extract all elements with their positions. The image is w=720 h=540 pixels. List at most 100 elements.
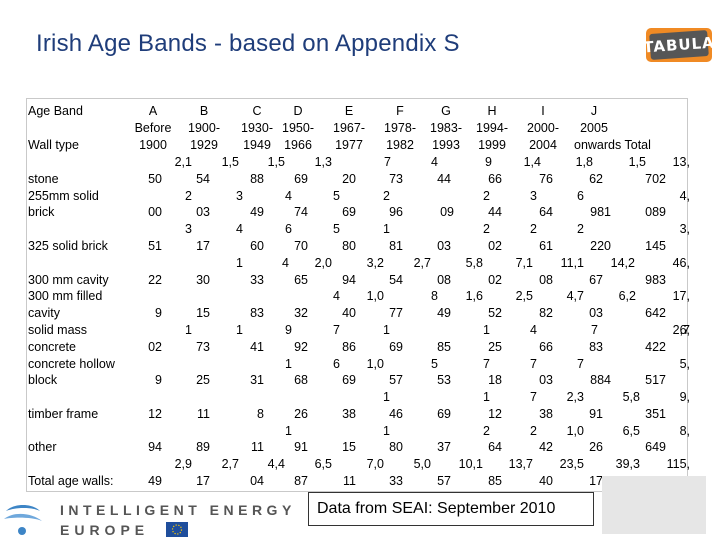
table-cell: 04 (250, 474, 264, 488)
band-letter: G (441, 104, 451, 118)
table-cell: 00 (148, 205, 162, 219)
band-letter: J (590, 104, 598, 118)
table-cell: 8 (257, 407, 264, 421)
row-label: Wall type (28, 138, 79, 152)
table-cell: 60 (250, 239, 264, 253)
table-cell: 14,2 (610, 256, 635, 270)
band-year-start: Before (134, 121, 172, 135)
table-cell: 85 (437, 340, 451, 354)
table-cell: 17 (196, 474, 210, 488)
table-cell: 2 (530, 424, 537, 438)
table-cell: 08 (437, 273, 451, 287)
table-cell: 88 (250, 172, 264, 186)
table-cell: 96 (389, 205, 403, 219)
table-cell: 73 (389, 172, 403, 186)
table-cell: 2,9 (174, 457, 192, 471)
table-cell: 3,2 (366, 256, 384, 270)
table-cell: 73 (196, 340, 210, 354)
table-cell: 91 (589, 407, 603, 421)
table-cell: 38 (342, 407, 356, 421)
table-cell: 2 (483, 189, 490, 203)
row-label: 255mm solid (28, 189, 99, 203)
table-cell: 1,0 (366, 289, 384, 303)
table-cell: 33 (250, 273, 264, 287)
row-label: 325 solid brick (28, 239, 108, 253)
table-cell: 62 (589, 172, 603, 186)
table-cell: 6 (333, 357, 340, 371)
table-cell: 49 (250, 205, 264, 219)
band-letter: H (487, 104, 497, 118)
table-cell: 03 (437, 239, 451, 253)
table-cell: 81 (389, 239, 403, 253)
table-cell: 03 (539, 373, 553, 387)
table-cell: 76 (539, 172, 553, 186)
table-cell: 82 (539, 306, 553, 320)
table-cell: 6 (285, 222, 292, 236)
table-cell: 46, (672, 256, 690, 270)
table-cell: 6,5 (622, 424, 640, 438)
corner-decoration (602, 476, 706, 534)
table-cell: 1 (185, 323, 192, 337)
table-cell: 1 (236, 256, 243, 270)
band-letter: D (293, 104, 303, 118)
table-cell: 49 (437, 306, 451, 320)
table-cell: 7 (530, 357, 537, 371)
table-cell: 03 (196, 205, 210, 219)
table-cell: 6,2 (618, 289, 636, 303)
table-cell: 25 (488, 340, 502, 354)
table-cell: 1,5 (267, 155, 285, 169)
table-cell: 65 (294, 273, 308, 287)
table-cell: 15 (196, 306, 210, 320)
table-cell: 69 (437, 407, 451, 421)
band-year-start: 2000- (527, 121, 559, 135)
table-cell: 69 (342, 205, 356, 219)
table-cell: 57 (437, 474, 451, 488)
table-cell: 2 (577, 222, 584, 236)
table-cell: 94 (342, 273, 356, 287)
table-cell: 2,7 (672, 323, 690, 337)
intelligent-energy-europe-logo: INTELLIGENT ENERGY EUROPE (4, 502, 291, 538)
table-cell: 4 (282, 256, 289, 270)
table-cell: 26 (294, 407, 308, 421)
band-year-start: 1950- (282, 121, 314, 135)
band-year-start: 1930- (241, 121, 273, 135)
band-year-start: 2005 (580, 121, 608, 135)
table-frame (26, 98, 688, 492)
table-cell: 64 (488, 440, 502, 454)
table-cell: 2 (185, 189, 192, 203)
table-cell: 02 (148, 340, 162, 354)
band-year-end: 1999 (478, 138, 506, 152)
band-year-end: onwards Total (574, 138, 651, 152)
table-cell: 69 (389, 340, 403, 354)
table-cell: 02 (488, 239, 502, 253)
table-cell: 2,7 (221, 457, 239, 471)
band-letter: I (541, 104, 545, 118)
table-cell: 5,8 (622, 390, 640, 404)
row-label: concrete (28, 340, 76, 354)
table-cell: 02 (488, 273, 502, 287)
table-cell: 2 (483, 424, 490, 438)
table-cell: 70 (294, 239, 308, 253)
band-year-end: 1977 (335, 138, 363, 152)
table-cell: 351 (645, 407, 666, 421)
table-cell: 7 (591, 323, 598, 337)
band-letter: A (148, 104, 158, 118)
table-cell: 51 (148, 239, 162, 253)
table-cell: 7,1 (515, 256, 533, 270)
table-cell: 69 (294, 172, 308, 186)
table-cell: 83 (589, 340, 603, 354)
table-cell: 68 (294, 373, 308, 387)
table-cell: 9 (155, 373, 162, 387)
band-letter: C (252, 104, 262, 118)
table-cell: 884 (590, 373, 611, 387)
band-year-end: 1966 (284, 138, 312, 152)
table-cell: 3 (530, 189, 537, 203)
table-cell: 5 (333, 189, 340, 203)
table-cell: 981 (590, 205, 611, 219)
table-cell: 2,3 (566, 390, 584, 404)
band-year-end: 1929 (190, 138, 218, 152)
row-label: timber frame (28, 407, 99, 421)
table-cell: 6 (577, 189, 584, 203)
table-cell: 11,1 (560, 256, 584, 270)
table-cell: 11 (343, 474, 356, 488)
